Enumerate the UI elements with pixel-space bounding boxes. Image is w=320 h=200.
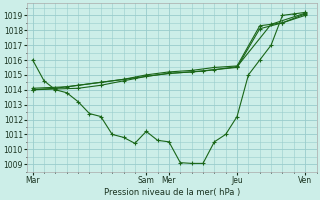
X-axis label: Pression niveau de la mer( hPa ): Pression niveau de la mer( hPa ) — [104, 188, 240, 197]
